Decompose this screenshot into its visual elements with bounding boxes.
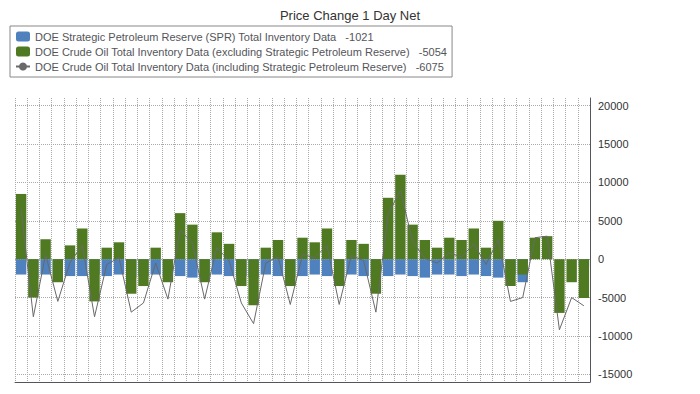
svg-text:15000: 15000 <box>598 138 629 150</box>
svg-text:Price Change 1 Day Net: Price Change 1 Day Net <box>280 8 421 23</box>
svg-text:5000: 5000 <box>598 215 622 227</box>
svg-text:DOE Crude Oil Total Inventory: DOE Crude Oil Total Inventory Data (excl… <box>35 46 447 58</box>
svg-text:-6075: -6075 <box>644 300 672 312</box>
svg-text:DOE Crude Oil Total Inventory: DOE Crude Oil Total Inventory Data (incl… <box>35 61 444 73</box>
svg-text:0: 0 <box>598 253 604 265</box>
svg-text:10000: 10000 <box>598 176 629 188</box>
svg-text:20000: 20000 <box>598 100 629 112</box>
svg-text:DOE Strategic Petroleum Reserv: DOE Strategic Petroleum Reserve (SPR) To… <box>35 31 374 43</box>
svg-text:-15000: -15000 <box>598 368 632 380</box>
svg-text:-5000: -5000 <box>598 292 626 304</box>
svg-text:-1021: -1021 <box>644 261 672 273</box>
svg-text:-10000: -10000 <box>598 330 632 342</box>
